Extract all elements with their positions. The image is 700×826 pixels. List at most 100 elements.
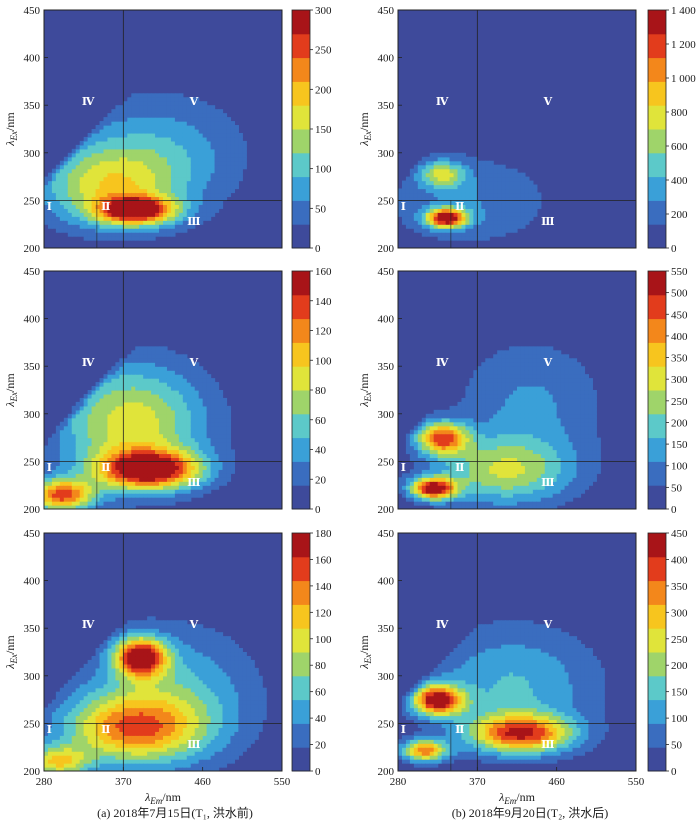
contour-cell xyxy=(457,180,463,186)
contour-cell xyxy=(433,156,439,162)
contour-cell xyxy=(79,465,85,470)
contour-cell xyxy=(107,184,113,190)
colorbar-segment xyxy=(292,294,310,320)
contour-cell xyxy=(55,180,61,186)
contour-cell xyxy=(536,374,542,379)
contour-cell xyxy=(182,461,188,466)
contour-cell xyxy=(170,453,176,459)
contour-cell xyxy=(63,204,69,209)
contour-cell xyxy=(206,105,212,110)
contour-cell xyxy=(103,445,109,451)
contour-cell xyxy=(214,184,220,190)
contour-cell xyxy=(429,208,435,213)
contour-cell xyxy=(155,105,160,110)
contour-cell xyxy=(59,220,65,225)
contour-cell xyxy=(461,413,467,419)
contour-cell xyxy=(417,481,423,486)
contour-cell xyxy=(147,140,152,146)
contour-cell xyxy=(123,477,128,482)
contour-cell xyxy=(163,477,168,482)
contour-cell xyxy=(501,176,506,182)
contour-cell xyxy=(425,228,431,233)
contour-cell xyxy=(79,212,85,217)
contour-cell xyxy=(99,461,105,466)
contour-cell xyxy=(465,212,470,217)
contour-cell xyxy=(67,505,73,509)
contour-cell xyxy=(103,204,109,209)
contour-cell xyxy=(51,465,57,470)
contour-cell xyxy=(159,180,164,186)
contour-cell xyxy=(182,354,188,359)
contour-cell xyxy=(135,366,140,371)
contour-cell xyxy=(461,212,467,217)
contour-cell xyxy=(401,180,407,186)
contour-cell xyxy=(143,477,148,482)
contour-cell xyxy=(501,453,506,459)
contour-cell xyxy=(151,172,156,178)
contour-cell xyxy=(489,433,494,439)
contour-cell xyxy=(47,493,53,498)
contour-cell xyxy=(75,228,81,233)
contour-cell xyxy=(210,386,216,391)
contour-cell xyxy=(242,144,247,150)
contour-cell xyxy=(178,152,184,158)
contour-cell xyxy=(151,374,156,379)
contour-cell xyxy=(91,188,97,194)
contour-cell xyxy=(413,477,419,482)
contour-cell xyxy=(147,382,152,387)
contour-cell xyxy=(91,409,97,415)
contour-cell xyxy=(556,449,562,455)
contour-cell xyxy=(465,397,470,403)
contour-cell xyxy=(111,188,116,194)
contour-cell xyxy=(115,461,120,466)
contour-cell xyxy=(170,152,176,158)
contour-cell xyxy=(501,429,506,435)
contour-cell xyxy=(477,188,482,194)
contour-cell xyxy=(83,184,89,190)
contour-cell xyxy=(182,477,188,482)
contour-cell xyxy=(485,176,490,182)
contour-cell xyxy=(206,109,212,114)
contour-cell xyxy=(71,180,77,186)
contour-cell xyxy=(166,129,172,134)
contour-cell xyxy=(481,481,486,486)
colorbar-segment xyxy=(292,200,310,225)
contour-cell xyxy=(151,465,156,470)
contour-cell xyxy=(222,164,228,170)
contour-cell xyxy=(139,156,144,162)
contour-cell xyxy=(524,346,530,351)
contour-cell xyxy=(91,136,97,142)
contour-cell xyxy=(214,457,220,462)
contour-cell xyxy=(63,192,69,198)
contour-cell xyxy=(532,358,538,363)
contour-cell xyxy=(238,144,243,150)
contour-cell xyxy=(166,148,172,154)
contour-cell xyxy=(540,501,546,506)
contour-cell xyxy=(178,449,184,455)
contour-cell xyxy=(469,437,474,443)
contour-cell xyxy=(513,386,518,391)
contour-cell xyxy=(214,121,220,126)
contour-cell xyxy=(51,220,57,225)
contour-cell xyxy=(182,152,188,158)
contour-cell xyxy=(135,113,140,118)
contour-cell xyxy=(107,160,113,166)
contour-cell xyxy=(214,144,220,150)
contour-cell xyxy=(107,409,113,415)
contour-cell xyxy=(143,370,148,375)
contour-cell xyxy=(505,401,510,407)
contour-cell xyxy=(505,457,510,462)
contour-cell xyxy=(528,441,534,447)
contour-cell xyxy=(55,461,61,466)
contour-cell xyxy=(67,473,73,478)
contour-cell xyxy=(441,208,447,213)
contour-cell xyxy=(111,465,116,470)
contour-cell xyxy=(417,489,423,494)
contour-cell xyxy=(210,156,216,162)
contour-cell xyxy=(47,465,53,470)
contour-cell xyxy=(83,140,89,146)
contour-cell xyxy=(473,228,478,233)
contour-cell xyxy=(143,413,148,419)
contour-cell xyxy=(457,441,463,447)
contour-cell xyxy=(214,208,220,213)
